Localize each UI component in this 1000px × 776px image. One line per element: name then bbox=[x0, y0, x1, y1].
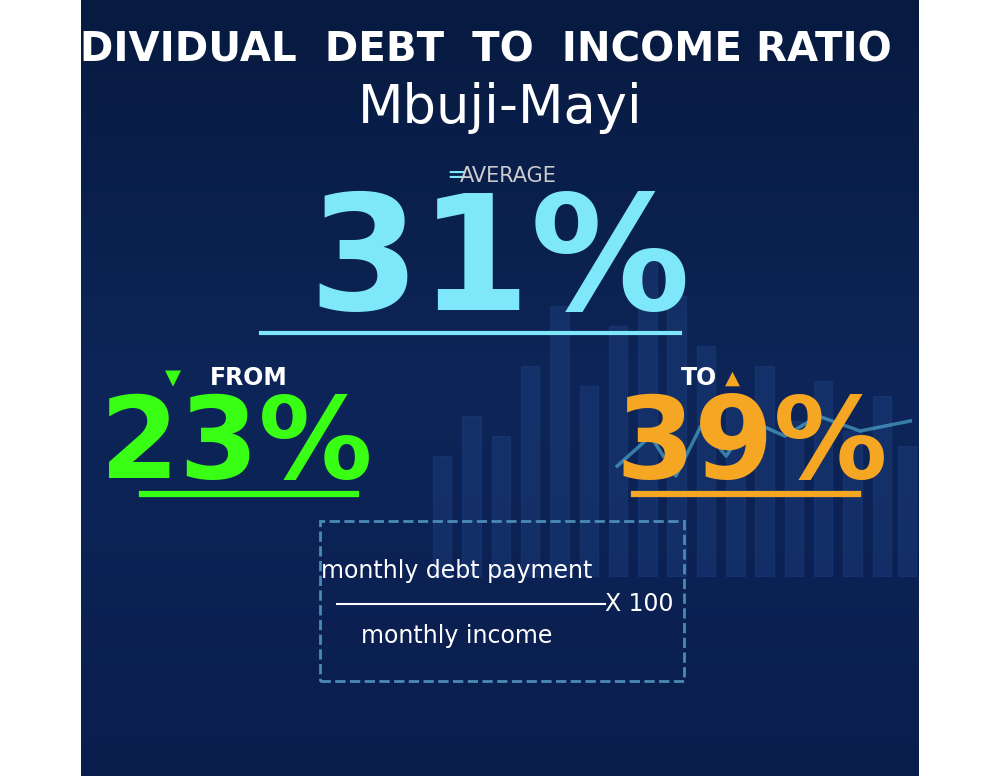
Text: Mbuji-Mayi: Mbuji-Mayi bbox=[358, 82, 642, 134]
Bar bbox=[873, 396, 891, 576]
Bar bbox=[550, 306, 569, 576]
Text: INDIVIDUAL  DEBT  TO  INCOME RATIO  IN: INDIVIDUAL DEBT TO INCOME RATIO IN bbox=[31, 31, 969, 71]
Text: FROM: FROM bbox=[210, 366, 288, 390]
Text: monthly income: monthly income bbox=[361, 624, 552, 648]
Text: ═: ═ bbox=[449, 164, 464, 188]
Bar bbox=[462, 416, 481, 576]
Bar bbox=[814, 381, 832, 576]
Text: 39%: 39% bbox=[615, 390, 887, 501]
Text: 23%: 23% bbox=[100, 390, 372, 501]
Bar bbox=[433, 456, 451, 576]
Text: ▼: ▼ bbox=[165, 368, 181, 388]
Bar bbox=[843, 431, 862, 576]
Bar bbox=[755, 366, 774, 576]
Bar bbox=[580, 386, 598, 576]
Text: 31%: 31% bbox=[309, 189, 691, 344]
Text: ▲: ▲ bbox=[725, 369, 740, 387]
Text: AVERAGE: AVERAGE bbox=[460, 166, 557, 186]
Bar bbox=[697, 346, 715, 576]
Bar bbox=[898, 446, 916, 576]
Bar bbox=[667, 296, 686, 576]
Text: monthly debt payment: monthly debt payment bbox=[321, 559, 592, 583]
Bar bbox=[726, 406, 745, 576]
Bar bbox=[638, 256, 657, 576]
Bar bbox=[521, 366, 539, 576]
Bar bbox=[609, 326, 627, 576]
Text: TO: TO bbox=[681, 366, 717, 390]
Text: X 100: X 100 bbox=[605, 592, 673, 616]
Bar bbox=[785, 421, 803, 576]
Bar bbox=[492, 436, 510, 576]
